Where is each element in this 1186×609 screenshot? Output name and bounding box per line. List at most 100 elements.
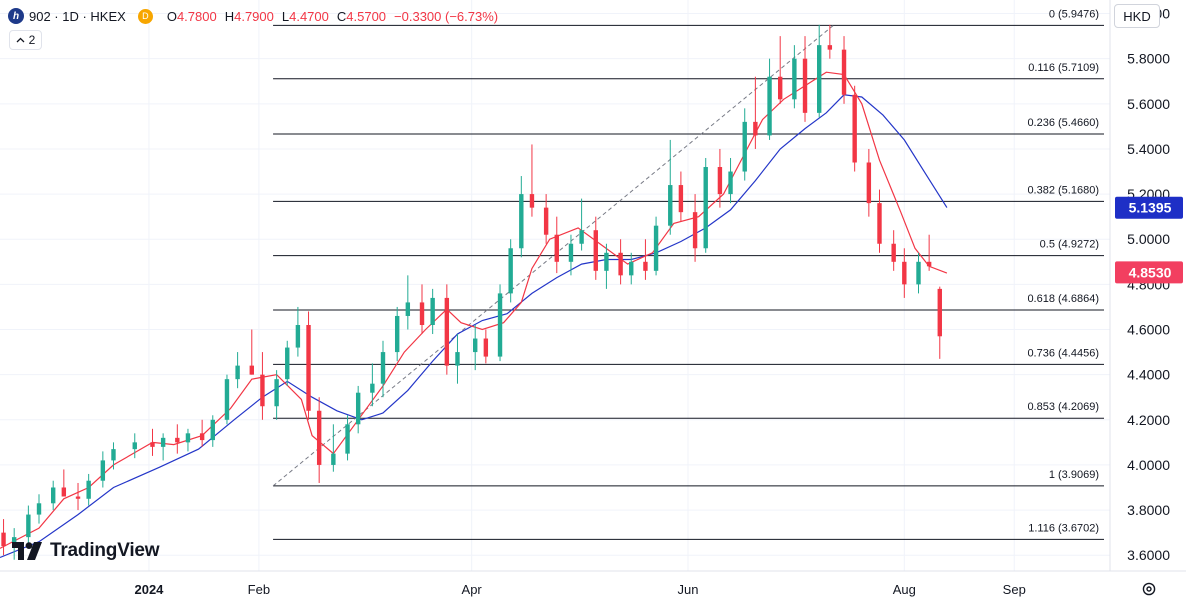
candle bbox=[717, 148, 723, 208]
candle bbox=[916, 252, 921, 294]
candle bbox=[508, 239, 513, 303]
candle-body bbox=[61, 487, 67, 497]
fib-level-label: 0.853 (4.2069) bbox=[1027, 401, 1099, 413]
candle bbox=[430, 288, 435, 335]
candle-body bbox=[295, 324, 301, 348]
candle-body bbox=[728, 171, 733, 195]
fib-level-label: 1 (3.9069) bbox=[1049, 469, 1099, 481]
candle bbox=[100, 451, 106, 488]
candle bbox=[877, 189, 882, 253]
candle-body bbox=[568, 243, 574, 262]
tradingview-logo-icon bbox=[12, 542, 42, 560]
candle bbox=[249, 329, 254, 375]
candle-body bbox=[86, 480, 91, 499]
open-value: O4.7800 bbox=[166, 8, 217, 24]
candle-body bbox=[668, 185, 673, 226]
price-tick-label: 3.8000 bbox=[1127, 502, 1170, 518]
candle-body bbox=[199, 433, 205, 441]
price-tick-label: 3.6000 bbox=[1127, 547, 1170, 563]
candle bbox=[331, 424, 336, 472]
candle-body bbox=[937, 288, 942, 337]
candle-body bbox=[629, 261, 634, 276]
candle-body bbox=[11, 537, 17, 547]
candle bbox=[355, 385, 361, 434]
candle bbox=[554, 216, 559, 274]
fibonacci-retracement[interactable]: 0 (5.9476) 0.116 (5.7109) 0.236 (5.4660) 0.… bbox=[272, 8, 1104, 540]
candle bbox=[306, 311, 311, 420]
candle-body bbox=[150, 442, 155, 447]
candles bbox=[1, 24, 942, 560]
candle bbox=[185, 428, 191, 452]
price-tick-label: 5.6000 bbox=[1127, 96, 1170, 112]
symbol-title[interactable]: 902 · 1D · HKEX bbox=[29, 8, 126, 24]
candle bbox=[902, 248, 907, 298]
chevron-up-icon bbox=[16, 37, 25, 43]
time-tick-label: Feb bbox=[248, 582, 270, 597]
candle-body bbox=[618, 252, 623, 276]
candle-body bbox=[50, 487, 56, 504]
candle-body bbox=[380, 352, 386, 384]
candle-body bbox=[100, 460, 106, 481]
fib-level-label: 0.382 (5.1680) bbox=[1027, 184, 1099, 196]
indicators-toggle-button[interactable]: 2 bbox=[9, 30, 42, 50]
candle-body bbox=[345, 424, 350, 454]
candle-body bbox=[877, 203, 882, 244]
candle-body bbox=[111, 449, 116, 461]
candle bbox=[866, 148, 872, 217]
candle-body bbox=[593, 230, 598, 271]
candle bbox=[260, 352, 265, 420]
ma-slow-line bbox=[0, 94, 948, 559]
candle bbox=[160, 433, 166, 461]
candle-body bbox=[274, 379, 279, 407]
candle-body bbox=[444, 297, 450, 366]
candle bbox=[767, 58, 772, 140]
candle bbox=[618, 239, 623, 285]
price-tick-label: 4.6000 bbox=[1127, 322, 1170, 338]
candle bbox=[175, 424, 180, 454]
candle bbox=[26, 505, 31, 547]
settings-gear-icon[interactable] bbox=[1138, 578, 1160, 600]
symbol-legend: h 902 · 1D · HKEX D O4.7800 H4.7900 L4.4… bbox=[8, 6, 498, 26]
candle-body bbox=[678, 185, 684, 213]
dividend-badge[interactable]: D bbox=[137, 8, 153, 24]
candle-body bbox=[643, 261, 648, 271]
ma-fast-line bbox=[0, 71, 948, 549]
candle-body bbox=[185, 433, 191, 443]
candle-body bbox=[260, 374, 265, 407]
candle bbox=[224, 374, 230, 425]
candle bbox=[380, 340, 386, 398]
grid bbox=[0, 0, 1110, 571]
candle-body bbox=[405, 302, 411, 316]
price-tick-label: 4.2000 bbox=[1127, 412, 1170, 428]
candle bbox=[36, 494, 42, 524]
candle bbox=[817, 24, 822, 118]
candle bbox=[111, 442, 116, 470]
currency-button[interactable]: HKD bbox=[1114, 4, 1160, 28]
candle-body bbox=[519, 194, 524, 249]
price-badge-label: 5.1395 bbox=[1129, 200, 1172, 216]
candle-body bbox=[817, 45, 822, 113]
candle bbox=[295, 306, 301, 357]
candle bbox=[235, 352, 240, 389]
candle-body bbox=[926, 261, 932, 267]
candle-body bbox=[455, 352, 460, 366]
candle-body bbox=[802, 58, 808, 113]
candle bbox=[150, 428, 155, 456]
candle bbox=[653, 216, 659, 276]
symbol-logo-icon: h bbox=[8, 8, 24, 24]
candle bbox=[792, 45, 797, 109]
candle-body bbox=[473, 338, 478, 353]
fib-level-label: 0 (5.9476) bbox=[1049, 8, 1099, 20]
candle-body bbox=[767, 76, 772, 136]
candle bbox=[802, 36, 808, 122]
fib-level-label: 0.618 (4.6864) bbox=[1027, 293, 1099, 305]
candle-body bbox=[419, 302, 425, 325]
candle bbox=[568, 234, 574, 276]
candle bbox=[50, 480, 56, 511]
time-tick-label: Apr bbox=[462, 582, 483, 597]
candle-body bbox=[508, 248, 513, 294]
candle bbox=[742, 108, 747, 181]
candle bbox=[852, 85, 857, 172]
